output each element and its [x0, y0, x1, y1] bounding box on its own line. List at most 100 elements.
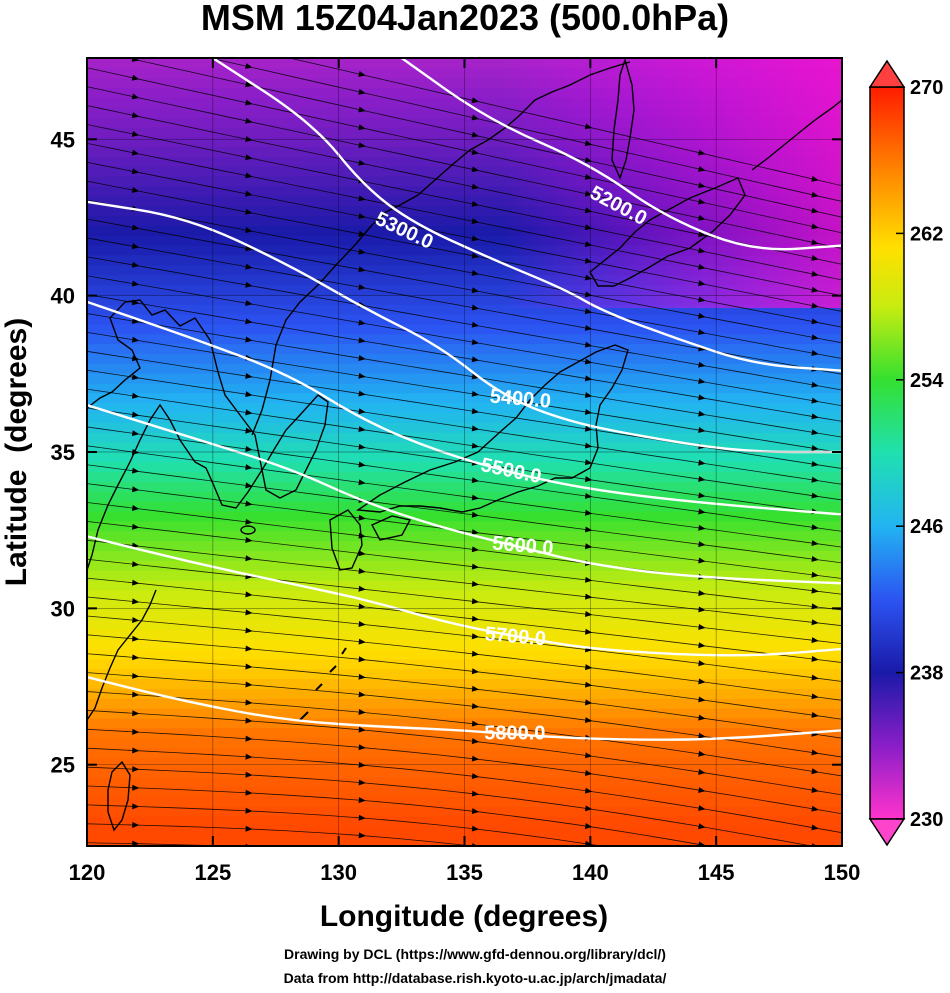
wind-arrowhead [245, 591, 253, 598]
wind-arrowhead [698, 280, 706, 287]
wind-arrowhead [471, 304, 480, 311]
wind-arrowhead [245, 464, 253, 471]
wind-arrowhead [132, 617, 140, 624]
wind-arrowhead [471, 149, 480, 155]
streamline [87, 426, 842, 532]
wind-arrowhead [584, 190, 593, 197]
wind-arrowhead [811, 445, 819, 451]
temperature-band [87, 618, 842, 630]
wind-arrowhead [358, 159, 366, 166]
colorbar-max-extension [868, 59, 906, 88]
wind-arrowhead [245, 609, 253, 616]
wind-arrowhead [132, 784, 140, 791]
wind-arrowhead [698, 182, 706, 189]
wind-arrowhead [471, 408, 480, 415]
chart-title: MSM 15Z04Jan2023 (500.0hPa) [201, 0, 729, 38]
x-tick-label: 145 [698, 860, 735, 885]
wind-arrowhead [132, 654, 140, 661]
contour-5200.0 [400, 58, 842, 251]
wind-arrowhead [358, 372, 366, 379]
wind-arrowhead [245, 518, 253, 525]
wind-arrowhead [584, 593, 593, 600]
x-tick-label: 130 [320, 860, 357, 885]
streamline [87, 823, 476, 846]
wind-arrowhead [584, 425, 593, 432]
wind-arrowhead [471, 808, 480, 815]
wind-arrowhead [584, 823, 593, 829]
wind-arrowhead [358, 638, 366, 645]
wind-arrowhead [358, 814, 366, 821]
streamline [87, 464, 842, 564]
streamline [87, 313, 842, 438]
wind-arrowhead [245, 245, 253, 252]
colorbar-tick-label: 254 [910, 370, 944, 392]
temperature-band [87, 372, 842, 384]
streamline [87, 388, 842, 501]
wind-arrowhead [245, 227, 253, 234]
wind-arrowhead [245, 753, 253, 760]
wind-arrowhead [811, 429, 819, 436]
wind-arrowhead [698, 714, 706, 721]
wind-arrowhead [245, 681, 253, 688]
wind-arrowhead [358, 461, 366, 468]
wind-arrowhead [698, 149, 706, 156]
wind-arrowhead [811, 191, 819, 198]
wind-arrowhead [246, 862, 253, 868]
wind-arrowhead [698, 427, 706, 433]
wind-arrowhead [698, 296, 706, 303]
streamline [87, 124, 842, 281]
wind-arrowhead [131, 243, 140, 250]
wind-arrowhead [245, 789, 253, 796]
wind-arrowhead [471, 287, 480, 294]
wind-arrowhead [245, 281, 253, 288]
temperature-band [87, 431, 842, 443]
colorbar-body [869, 86, 905, 820]
wind-arrowhead [584, 476, 593, 483]
wind-arrowhead [584, 241, 593, 247]
wind-arrowhead [132, 728, 140, 735]
contour-5700.0 [87, 535, 842, 657]
wind-arrowhead [811, 805, 819, 812]
wind-arrowhead [471, 235, 480, 242]
wind-arrowhead [584, 308, 593, 315]
temperature-band [87, 747, 842, 758]
wind-arrowhead [584, 576, 593, 583]
wind-arrowhead [811, 619, 819, 626]
wind-arrowhead [811, 223, 819, 230]
temperature-band [87, 589, 842, 601]
wind-arrowhead [471, 477, 480, 484]
wind-arrowhead [131, 411, 140, 418]
wind-arrowhead [131, 523, 140, 530]
wind-arrowhead [358, 691, 366, 698]
wind-arrowhead [584, 442, 593, 449]
wind-arrowhead [245, 136, 253, 142]
wind-arrowhead [811, 460, 819, 467]
colorbar-tick-label: 270 [910, 77, 943, 99]
temperature-band [87, 727, 842, 739]
wind-arrowhead [584, 324, 593, 331]
wind-arrowhead [245, 208, 253, 215]
wind-arrowhead [245, 663, 253, 670]
wind-arrowhead [245, 427, 253, 434]
wind-arrowhead [698, 541, 706, 548]
wind-arrowhead [698, 394, 706, 401]
wind-arrowhead [584, 291, 593, 298]
wind-arrowhead [358, 408, 366, 415]
wind-arrowhead [132, 821, 140, 828]
wind-arrowhead [471, 494, 480, 501]
x-tick-label: 140 [572, 860, 609, 885]
wind-arrowhead [131, 168, 140, 175]
wind-arrowhead [584, 787, 593, 794]
temperature-band [87, 678, 842, 689]
wind-arrowhead [358, 88, 366, 95]
wind-arrowhead [584, 543, 593, 550]
wind-arrowhead [584, 699, 593, 706]
wind-arrowhead [811, 302, 819, 309]
temperature-band [87, 451, 842, 463]
streamline [87, 67, 842, 234]
temperature-band [87, 658, 842, 670]
wind-arrowhead [245, 318, 253, 325]
colorbar-ticks: 230 238 246 254 262 270 [896, 77, 944, 831]
graticule [87, 58, 842, 846]
